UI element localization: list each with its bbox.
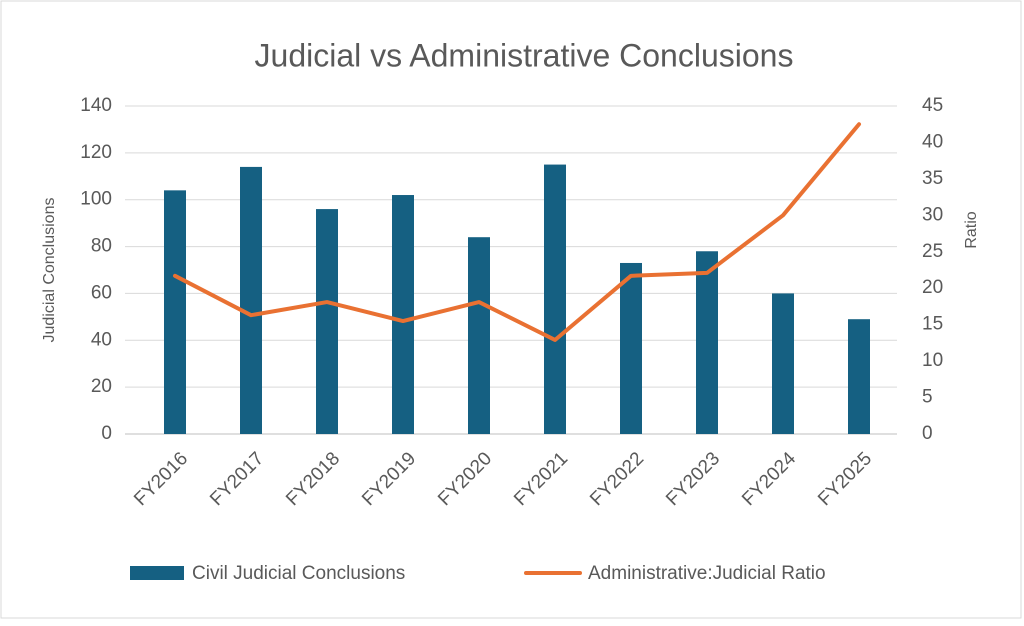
bar	[240, 166, 262, 434]
legend-swatch	[130, 566, 184, 580]
y2-tick-label: 20	[922, 277, 943, 298]
legend-label: Administrative:Judicial Ratio	[588, 563, 826, 584]
y2-tick-label: 10	[922, 350, 943, 371]
y2-tick-label: 40	[922, 131, 943, 152]
y-tick-label: 20	[91, 376, 112, 397]
y-tick-label: 120	[80, 142, 112, 163]
bar	[848, 319, 870, 434]
bar	[468, 237, 490, 434]
bar	[392, 195, 414, 434]
line	[173, 122, 861, 342]
bar	[620, 262, 642, 434]
bar	[696, 251, 718, 434]
y-tick-label: 0	[101, 423, 112, 444]
bar	[164, 190, 186, 434]
bar	[544, 164, 566, 435]
y2-axis-title: Ratio	[963, 211, 980, 248]
bar	[316, 209, 338, 434]
y2-tick-label: 30	[922, 204, 943, 225]
y2-tick-label: 5	[922, 387, 933, 408]
y2-tick-label: 35	[922, 168, 943, 189]
y-tick-label: 40	[91, 329, 112, 350]
y-tick-label: 140	[80, 95, 112, 116]
y2-tick-label: 0	[922, 423, 933, 444]
chart-title: Judicial vs Administrative Conclusions	[255, 37, 794, 73]
y2-tick-label: 25	[922, 241, 943, 262]
y2-tick-label: 15	[922, 314, 943, 335]
bar	[772, 293, 794, 434]
y2-tick-label: 45	[922, 95, 943, 116]
legend-label: Civil Judicial Conclusions	[192, 563, 405, 584]
y-axis-title: Judicial Conclusions	[41, 198, 58, 343]
y-tick-label: 100	[80, 189, 112, 210]
y-tick-label: 60	[91, 282, 112, 303]
y-tick-label: 80	[91, 236, 112, 257]
